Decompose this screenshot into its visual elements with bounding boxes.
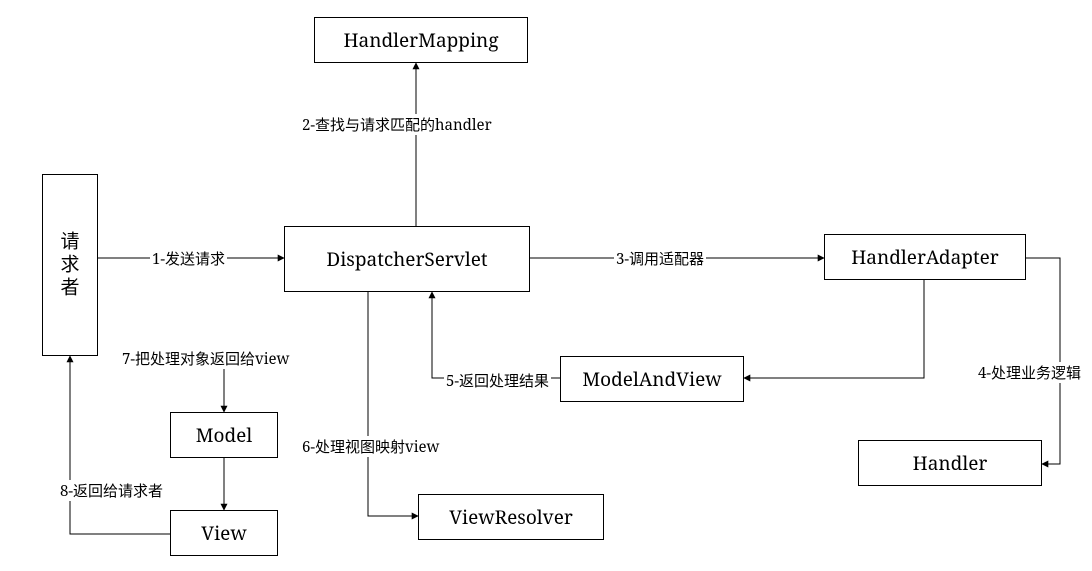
node-label: 请求者 (57, 231, 84, 300)
edge-label-e4: 4-处理业务逻辑 (976, 362, 1083, 383)
edge-label-e5: 5-返回处理结果 (444, 370, 551, 391)
edge-e4b (744, 280, 924, 378)
edge-label-e1: 1-发送请求 (150, 248, 227, 269)
node-handlerAdapter: HandlerAdapter (824, 234, 1026, 280)
node-label: DispatcherServlet (326, 246, 487, 272)
node-label: HandlerMapping (343, 27, 498, 53)
edge-e8 (70, 356, 170, 534)
edge-label-e3: 3-调用适配器 (614, 248, 706, 269)
edge-label-e6: 6-处理视图映射view (300, 436, 441, 457)
node-modelAndView: ModelAndView (560, 356, 744, 402)
node-label: ModelAndView (582, 366, 721, 392)
node-label: Model (196, 422, 253, 448)
node-label: View (201, 520, 246, 546)
edge-label-e8: 8-返回给请求者 (58, 480, 165, 501)
node-label: ViewResolver (449, 504, 573, 530)
node-requester: 请求者 (42, 174, 98, 356)
node-dispatcherServlet: DispatcherServlet (284, 226, 530, 292)
node-handlerMapping: HandlerMapping (314, 17, 528, 63)
edge-e4 (1026, 258, 1060, 464)
node-handler: Handler (858, 440, 1042, 486)
node-view: View (170, 510, 278, 556)
edge-label-e7: 7-把处理对象返回给view (120, 348, 291, 369)
edge-e5 (432, 292, 560, 378)
node-viewResolver: ViewResolver (418, 494, 604, 540)
edge-e6 (368, 292, 418, 516)
node-label: Handler (913, 450, 988, 476)
edge-label-e2: 2-查找与请求匹配的handler (300, 114, 494, 135)
node-label: HandlerAdapter (851, 244, 999, 270)
node-model: Model (170, 412, 278, 458)
